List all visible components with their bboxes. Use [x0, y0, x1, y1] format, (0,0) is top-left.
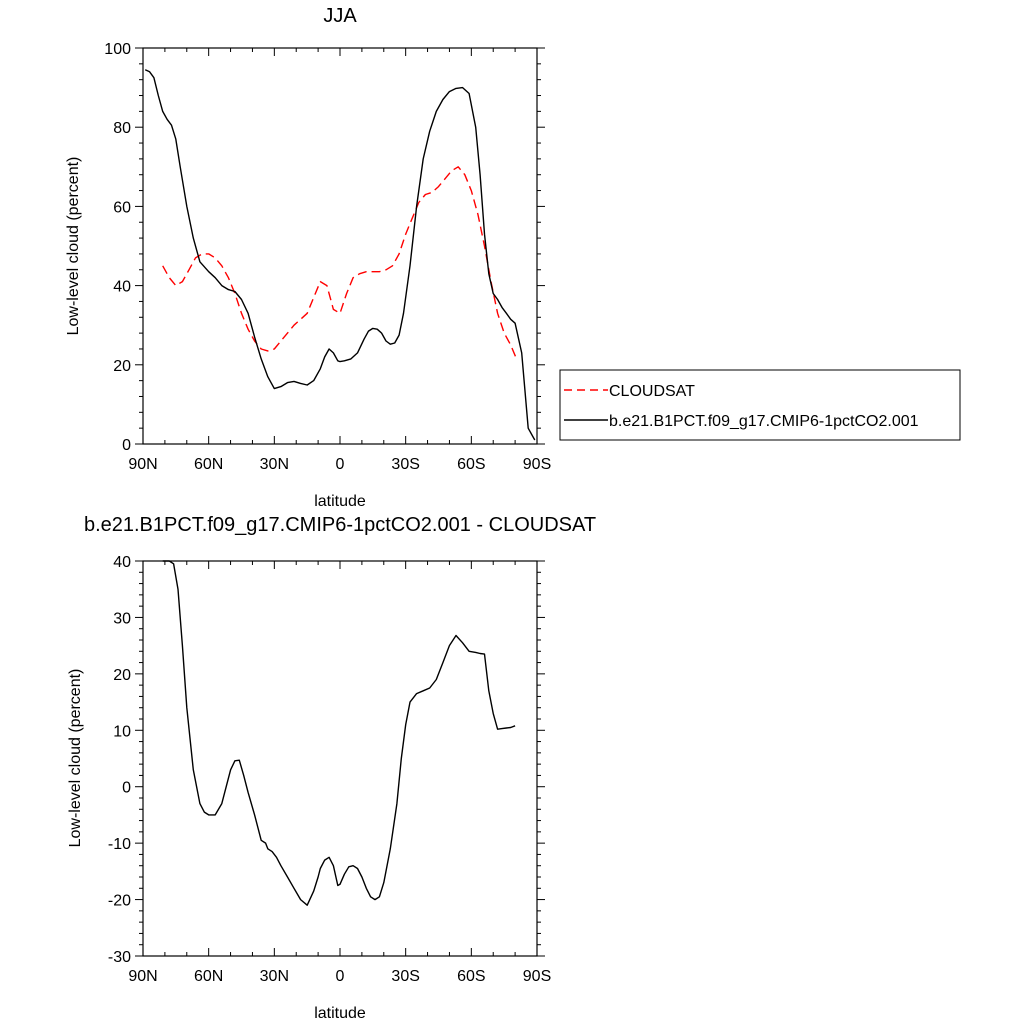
- x-tick-label: 90N: [128, 968, 157, 985]
- x-tick-label: 90N: [128, 456, 157, 473]
- y-tick-label: 20: [113, 358, 131, 375]
- top-chart: JJA 90N 60N 30N 0 30S 60S 90S 0 20 40 60 80 100 lati…: [65, 5, 961, 510]
- x-tick-label: 90S: [523, 968, 551, 985]
- legend-label-cloudsat: CLOUDSAT: [609, 383, 695, 400]
- y-tick-label: -30: [108, 949, 131, 966]
- bottom-chart-ylabel: Low-level cloud (percent): [67, 669, 84, 848]
- bottom-chart-title: b.e21.B1PCT.f09_g17.CMIP6-1pctCO2.001 - …: [84, 514, 596, 536]
- x-tick-label: 30S: [391, 456, 419, 473]
- legend: CLOUDSAT b.e21.B1PCT.f09_g17.CMIP6-1pctC…: [559, 369, 961, 441]
- bottom-chart: b.e21.B1PCT.f09_g17.CMIP6-1pctCO2.001 - …: [67, 514, 596, 1022]
- x-tick-label: 60N: [194, 968, 223, 985]
- y-tick-label: 100: [104, 41, 131, 58]
- x-tick-label: 30N: [260, 968, 289, 985]
- x-tick-label: 0: [336, 456, 345, 473]
- y-tick-label: 0: [122, 780, 131, 797]
- bottom-chart-series: [162, 560, 516, 906]
- y-tick-label: 0: [122, 437, 131, 454]
- x-tick-label: 60N: [194, 456, 223, 473]
- bottom-chart-frame: [142, 560, 538, 957]
- x-tick-label: 90S: [523, 456, 551, 473]
- y-tick-label: -20: [108, 893, 131, 910]
- legend-box: [559, 369, 961, 441]
- top-chart-ticks: 90N 60N 30N 0 30S 60S 90S 0 20 40 60 80 100: [104, 41, 551, 473]
- bottom-chart-ticks: 90N 60N 30N 0 30S 60S 90S -30 -20 -10 0 10 20 30 40: [108, 554, 551, 985]
- top-chart-xlabel: latitude: [314, 493, 366, 510]
- y-tick-label: 40: [113, 554, 131, 571]
- y-tick-label: 80: [113, 120, 131, 137]
- y-tick-label: 10: [113, 723, 131, 740]
- legend-label-model: b.e21.B1PCT.f09_g17.CMIP6-1pctCO2.001: [609, 413, 919, 430]
- x-tick-label: 0: [336, 968, 345, 985]
- y-tick-label: 30: [113, 610, 131, 627]
- y-tick-label: 40: [113, 279, 131, 296]
- bottom-chart-xlabel: latitude: [314, 1005, 366, 1022]
- top-chart-title: JJA: [323, 5, 357, 27]
- y-tick-label: 20: [113, 667, 131, 684]
- top-chart-series: [144, 69, 536, 441]
- y-tick-label: 60: [113, 199, 131, 216]
- x-tick-label: 30S: [391, 968, 419, 985]
- x-tick-label: 60S: [457, 456, 485, 473]
- x-tick-label: 30N: [260, 456, 289, 473]
- series-line-difference: [162, 560, 516, 906]
- series-line-model: [144, 69, 536, 441]
- series-line-cloudsat: [162, 166, 518, 362]
- top-chart-ylabel: Low-level cloud (percent): [65, 157, 82, 336]
- x-tick-label: 60S: [457, 968, 485, 985]
- y-tick-label: -10: [108, 836, 131, 853]
- top-chart-frame: [142, 47, 538, 445]
